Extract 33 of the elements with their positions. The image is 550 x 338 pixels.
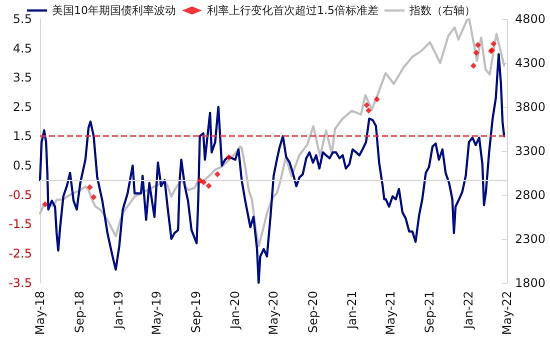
y-tick-label: 5.5 [12,12,32,26]
x-tick-label: Jan-22 [462,290,476,330]
x-tick-label: Sep-21 [422,290,437,334]
y2-tick-label: 2300 [515,232,546,246]
y2-tick-label: 2800 [515,188,546,202]
y2-tick-label: 3300 [515,144,546,158]
x-tick-label: Sep-18 [72,290,86,334]
y2-tick-label: 1800 [515,276,546,290]
x-tick-label: May-19 [150,290,164,336]
y-tick-label: -1.5 [8,217,32,232]
x-tick-label: May-22 [500,290,514,336]
x-tick-label: Jan-19 [111,290,126,330]
legend-label: 指数（右轴） [408,4,476,17]
y-tick-label: 2.5 [12,100,32,114]
y-tick-label: 4.5 [12,41,32,56]
legend-label: 美国10年期国债利率波动 [52,4,176,17]
legend-label: 利率上行变化首次超过1.5倍标准差 [206,4,378,17]
x-tick-label: Sep-19 [188,290,203,334]
x-tick-label: Jan-21 [344,290,359,330]
y-tick-label: -2.5 [8,246,32,260]
x-tick-label: Jan-20 [228,290,242,330]
y-tick-label: 3.5 [12,70,32,85]
x-tick-label: May-18 [33,290,47,336]
y2-tick-label: 3800 [515,100,546,114]
y-tick-label: -3.5 [8,276,32,290]
y-tick-label: 0.5 [12,158,32,173]
y2-tick-label: 4300 [515,56,546,70]
x-tick-label: May-20 [266,290,281,336]
y-tick-label: -0.5 [8,188,32,202]
x-tick-label: Sep-20 [306,290,320,334]
y2-tick-label: 4800 [515,12,546,26]
y-tick-label: 1.5 [12,129,32,144]
x-tick-label: May-21 [383,290,398,336]
